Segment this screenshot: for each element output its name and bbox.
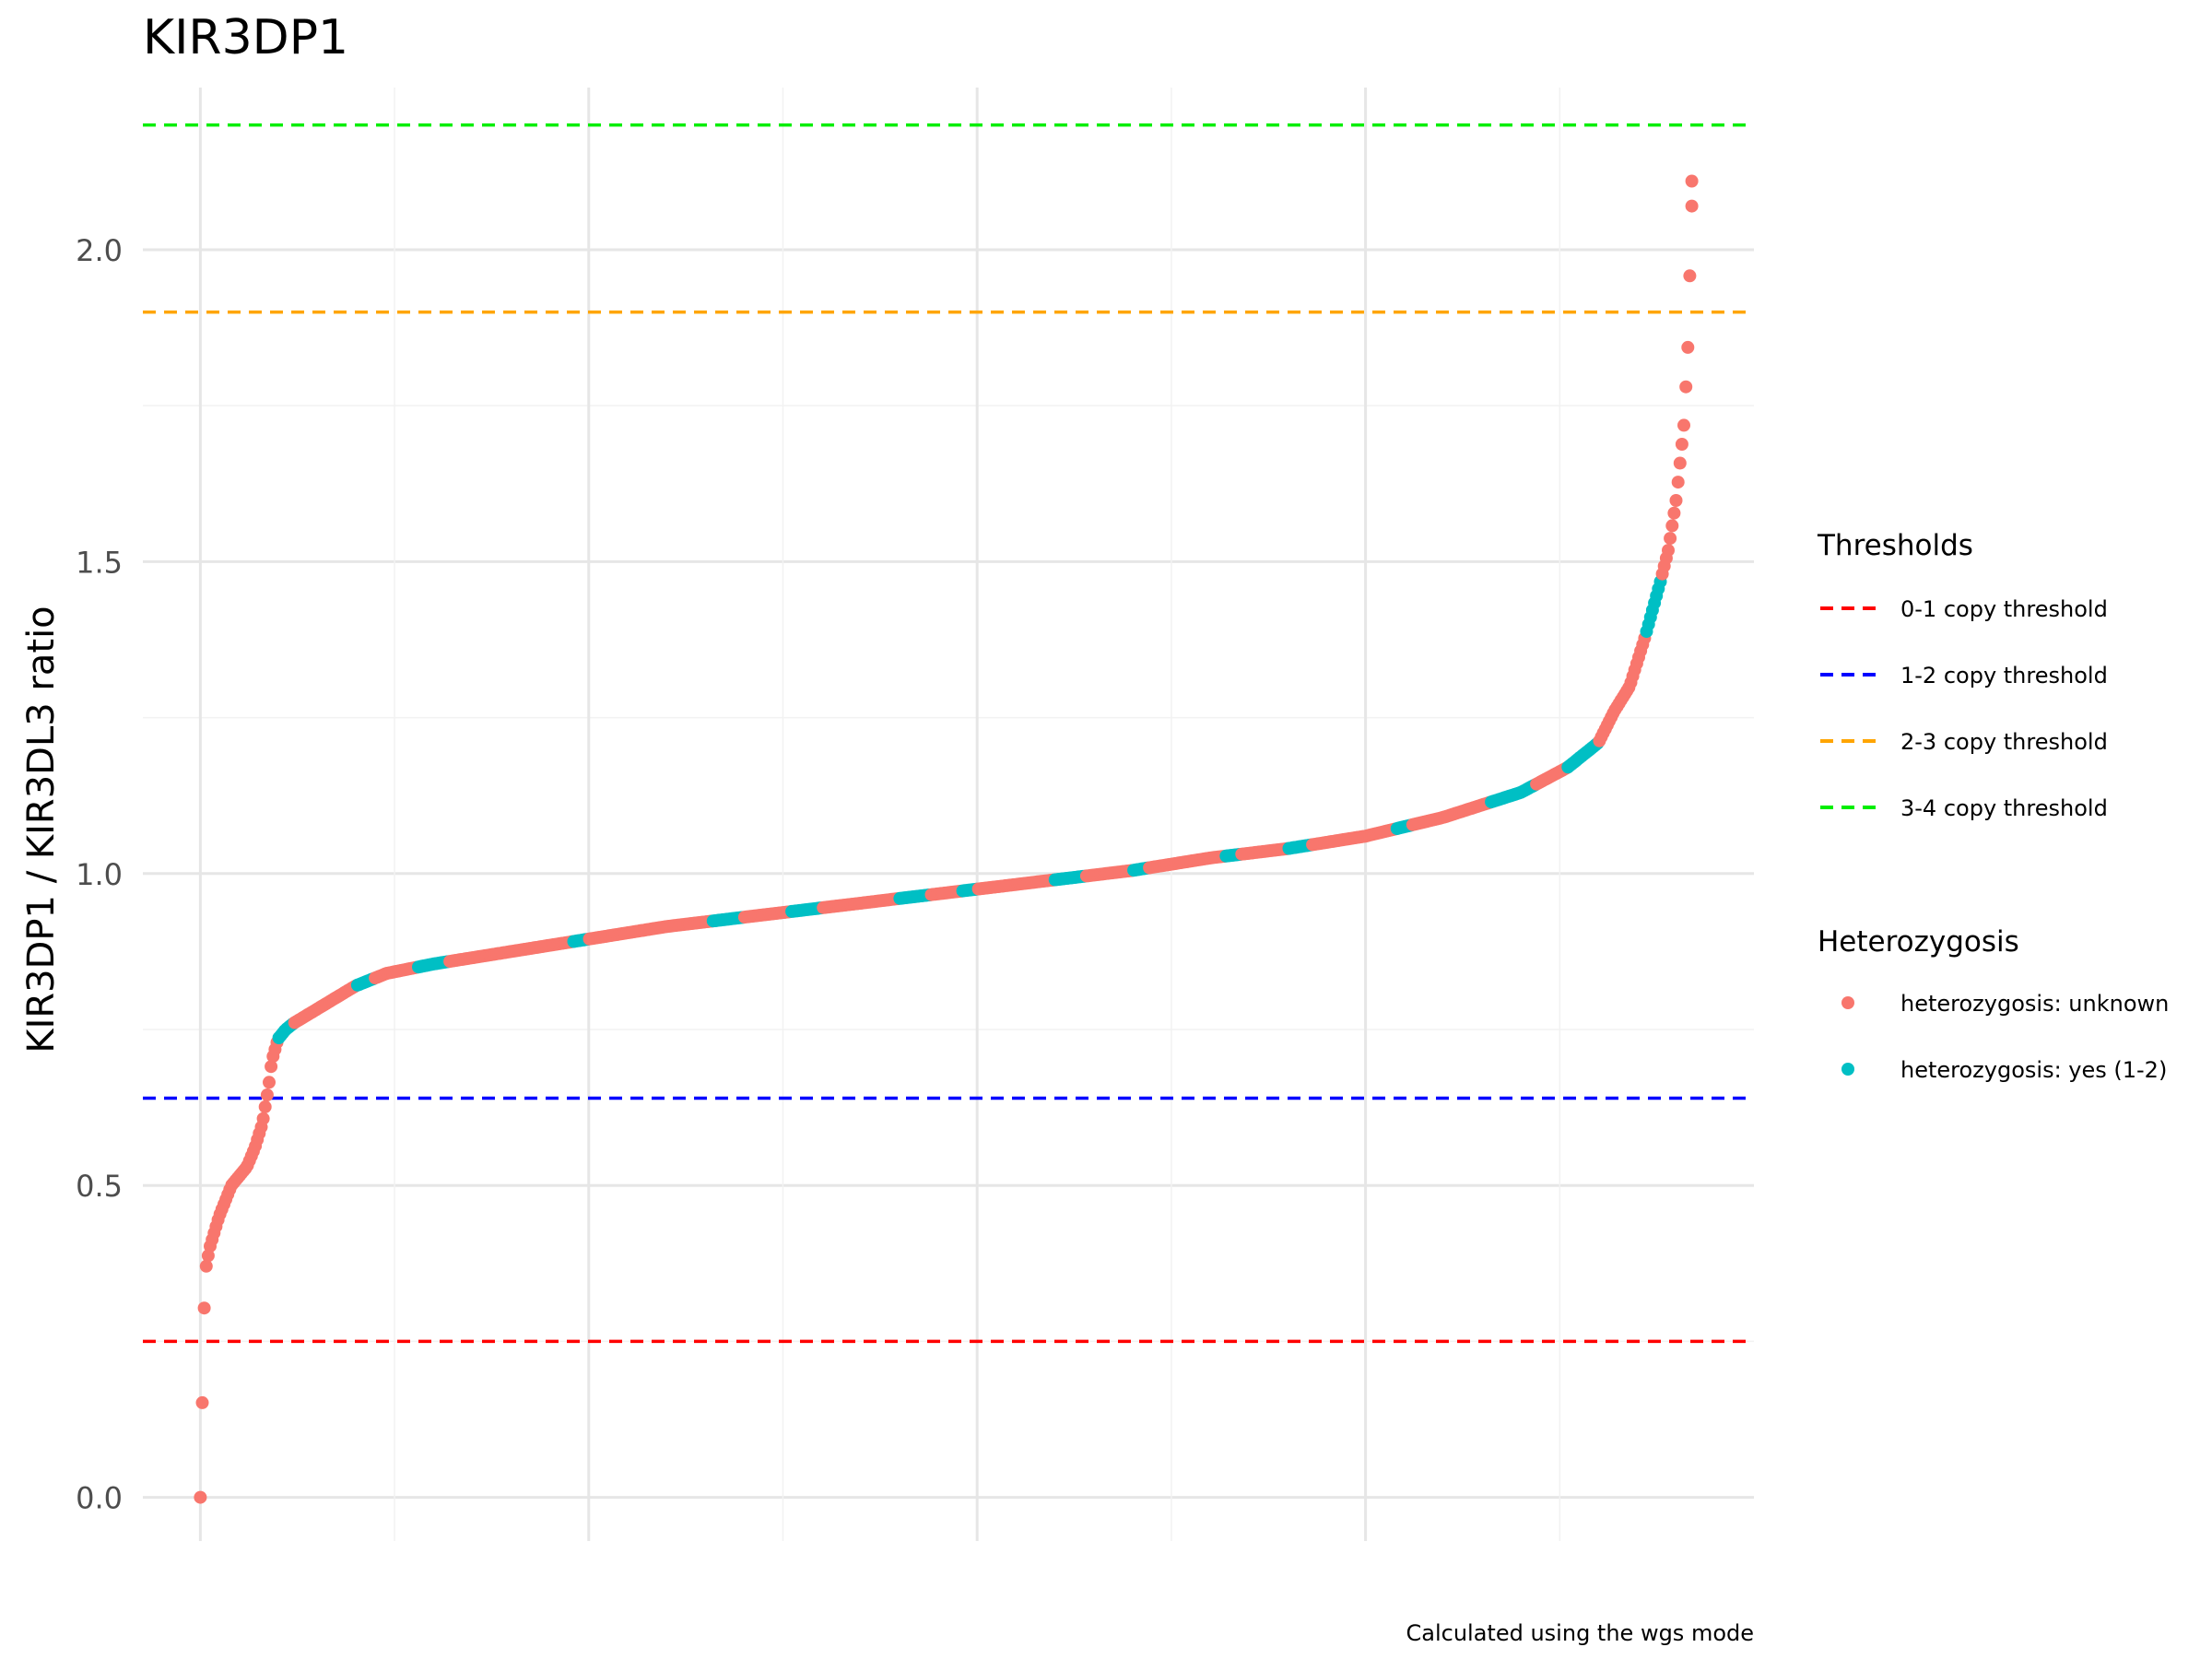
data-point [256, 1112, 270, 1125]
legend-series-key [1841, 1063, 1854, 1076]
threshold-lines [143, 123, 1754, 1344]
data-point [194, 1490, 207, 1504]
data-point [1665, 519, 1679, 533]
data-point [265, 1060, 278, 1074]
y-axis-label: KIR3DP1 / KIR3DL3 ratio [20, 606, 63, 1053]
legend-series-label: heterozygosis: yes (1-2) [1900, 1057, 2167, 1083]
plot-area [143, 88, 1754, 1541]
legend-threshold-label: 3-4 copy threshold [1900, 795, 2108, 821]
data-point [1683, 269, 1697, 283]
legend-series-label: heterozygosis: unknown [1900, 991, 2169, 1017]
chart-title: KIR3DP1 [143, 10, 348, 65]
legend-threshold-label: 1-2 copy threshold [1900, 663, 2108, 688]
legend-title-heterozygosis: Heterozygosis [1818, 925, 2019, 959]
legend-title-thresholds: Thresholds [1817, 529, 1973, 562]
legend: Thresholds 0-1 copy threshold 1-2 copy th… [1817, 529, 2169, 1083]
data-point [197, 1301, 211, 1315]
legend-series-key [1841, 996, 1854, 1009]
data-point [1671, 476, 1685, 489]
legend-thresholds: 0-1 copy threshold 1-2 copy threshold 2-3 … [1820, 596, 2108, 821]
y-tick-label: 1.0 [76, 857, 123, 892]
y-tick-label: 0.5 [76, 1169, 123, 1204]
y-tick-label: 0.0 [76, 1481, 123, 1516]
data-point [258, 1100, 272, 1113]
data-point [1685, 199, 1699, 213]
data-point [260, 1088, 274, 1101]
y-tick-label: 1.5 [76, 545, 123, 580]
y-axis: 0.0 0.5 1.0 1.5 2.0 [76, 233, 123, 1516]
data-point [1681, 340, 1695, 354]
data-points [194, 174, 1699, 1504]
data-point [1673, 456, 1687, 470]
legend-threshold-label: 0-1 copy threshold [1900, 596, 2108, 622]
caption: Calculated using the wgs mode [1406, 1620, 1754, 1646]
data-point [1669, 494, 1683, 507]
data-point [263, 1076, 276, 1089]
data-point [1667, 506, 1681, 520]
legend-threshold-label: 2-3 copy threshold [1900, 729, 2108, 755]
gridlines [143, 88, 1754, 1541]
legend-heterozygosis: heterozygosis: unknown heterozygosis: yes… [1841, 991, 2169, 1083]
y-tick-label: 2.0 [76, 233, 123, 268]
data-point [1685, 174, 1699, 188]
data-point [1675, 438, 1688, 451]
data-point [199, 1259, 213, 1273]
data-point [1679, 380, 1693, 394]
data-point [1662, 544, 1675, 558]
data-point [195, 1395, 209, 1409]
data-point [1677, 418, 1690, 432]
data-point [1664, 532, 1677, 546]
